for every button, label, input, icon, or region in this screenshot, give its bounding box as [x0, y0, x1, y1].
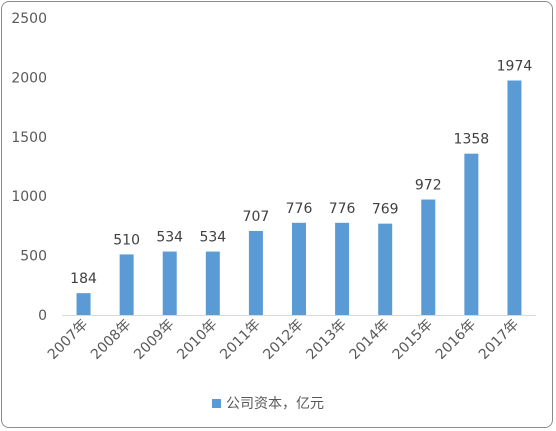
bar: [205, 251, 220, 315]
x-tick-label: 2007年: [45, 317, 91, 363]
data-label: 534: [199, 230, 226, 246]
x-tick-label: 2014年: [347, 317, 393, 363]
bar: [378, 223, 393, 315]
legend: 公司资本，亿元: [212, 396, 324, 412]
data-label: 769: [372, 202, 399, 218]
data-label: 184: [70, 271, 97, 287]
data-label: 1358: [454, 132, 490, 148]
x-tick-label: 2016年: [433, 317, 479, 363]
y-tick-label: 2500: [11, 11, 47, 27]
y-tick-label: 500: [20, 249, 47, 265]
legend-swatch: [212, 399, 221, 408]
data-label: 776: [329, 201, 356, 217]
data-label: 534: [156, 230, 183, 246]
data-label: 776: [286, 201, 313, 217]
y-tick-label: 1000: [11, 189, 47, 205]
bar: [292, 222, 306, 315]
bar: [248, 231, 263, 315]
bar: [76, 293, 91, 315]
x-tick-label: 2017年: [476, 317, 522, 363]
bar: [507, 80, 522, 315]
x-tick-label: 2011年: [217, 317, 263, 363]
x-tick-label: 2009年: [131, 317, 177, 363]
y-tick-label: 2000: [11, 70, 47, 86]
data-labels: 184 510 534 534 707 776 776 769 972 1358 1974: [70, 58, 532, 287]
bar-series: [76, 80, 522, 315]
bar: [464, 153, 479, 315]
bar: [421, 199, 436, 315]
x-tick-label: 2013年: [304, 317, 350, 363]
x-tick-label: 2008年: [88, 317, 134, 363]
x-axis: 2007年2008年2009年2010年2011年2012年2013年2014年…: [45, 317, 522, 363]
y-tick-label: 1500: [11, 130, 47, 146]
x-tick-label: 2012年: [260, 317, 306, 363]
legend-label: 公司资本，亿元: [226, 396, 324, 412]
bar: [162, 251, 177, 315]
bar: [335, 222, 350, 315]
data-label: 510: [113, 232, 140, 248]
bar: [119, 254, 134, 315]
x-tick-label: 2010年: [174, 317, 220, 363]
data-label: 1974: [497, 58, 533, 74]
y-axis: 0 500 1000 1500 2000 2500: [11, 11, 47, 324]
y-tick-label: 0: [38, 308, 47, 324]
data-label: 707: [243, 209, 270, 225]
x-tick-label: 2015年: [390, 317, 436, 363]
data-label: 972: [415, 178, 442, 194]
